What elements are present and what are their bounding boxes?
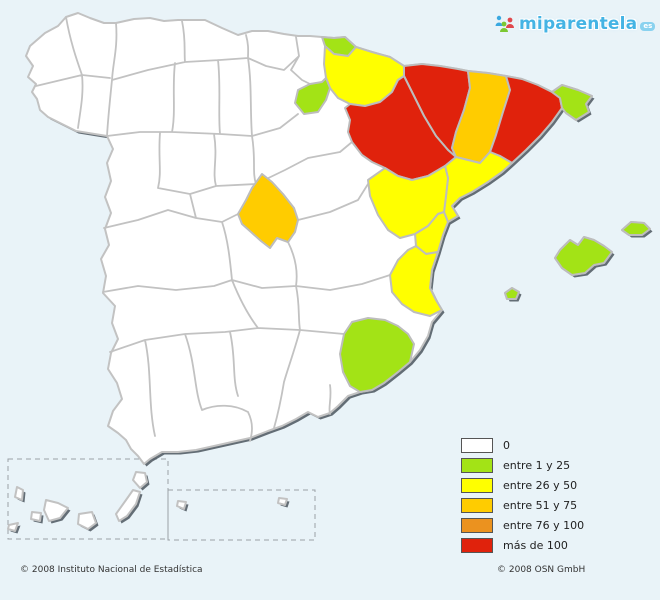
legend-row: entre 1 y 25	[461, 457, 584, 473]
footer-ine-copyright: © 2008 Instituto Nacional de Estadística	[20, 565, 203, 575]
people-icon	[495, 15, 514, 32]
region-barcelona[interactable]	[489, 75, 563, 164]
legend-row: 0	[461, 437, 584, 453]
footer-osn-copyright: © 2008 OSN GmbH	[497, 565, 586, 575]
region-valencia[interactable]	[389, 245, 443, 317]
region-menorca[interactable]	[621, 221, 651, 236]
region-girona[interactable]	[551, 84, 593, 121]
region-ibiza[interactable]	[504, 287, 520, 300]
region-madrid[interactable]	[237, 173, 299, 249]
legend-label: entre 76 y 100	[503, 518, 585, 532]
legend-swatch	[461, 437, 493, 453]
province-borders	[35, 16, 391, 442]
legend-swatch	[461, 537, 493, 553]
legend-row: más de 100	[461, 537, 584, 553]
miparentela-logo[interactable]: miparentela es	[494, 14, 656, 34]
legend-swatch	[461, 517, 493, 533]
region-mallorca[interactable]	[554, 236, 613, 276]
legend-row: entre 76 y 100	[461, 517, 585, 533]
legend-label: entre 26 y 50	[503, 478, 578, 492]
logo-wordmark: miparentela	[519, 14, 638, 34]
legend: 0 entre 1 y 25 entre 26 y 50 entre 51 y 75 e…	[461, 437, 585, 558]
ceuta-melilla-inset-box	[167, 489, 316, 541]
legend-swatch	[461, 457, 493, 473]
region-zaragoza[interactable]	[344, 75, 457, 181]
legend-label: más de 100	[503, 538, 568, 552]
legend-swatch	[461, 477, 493, 493]
legend-row: entre 26 y 50	[461, 477, 584, 493]
legend-label: entre 51 y 75	[503, 498, 578, 512]
region-murcia[interactable]	[339, 317, 415, 393]
legend-swatch	[461, 497, 493, 513]
legend-label: entre 1 y 25	[503, 458, 571, 472]
region-la-rioja[interactable]	[294, 77, 331, 115]
logo-domain-badge: es	[640, 22, 656, 31]
legend-label: 0	[503, 438, 510, 452]
canary-inset-box	[7, 458, 169, 540]
legend-row: entre 51 y 75	[461, 497, 584, 513]
